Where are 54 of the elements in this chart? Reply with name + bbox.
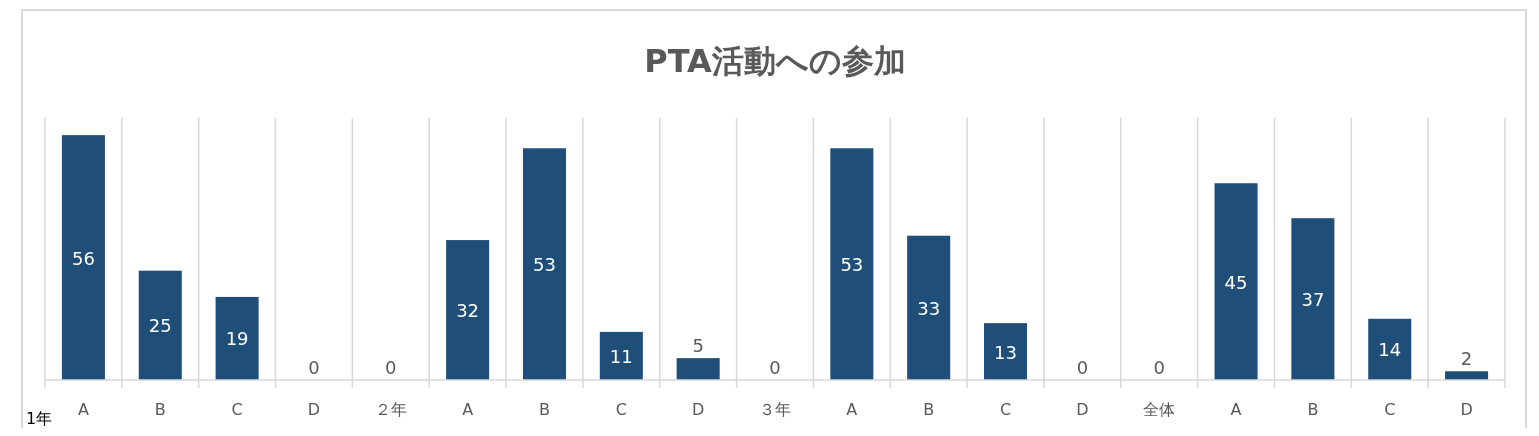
bar [984,323,1028,380]
bar [1368,318,1412,380]
bar [907,235,951,380]
bar [830,148,874,380]
bar [138,270,182,380]
x-tick-label: A [77,400,89,419]
bar [1445,371,1489,380]
x-tick-label: C [999,400,1012,419]
data-label: 5 [692,335,704,357]
bar [599,331,643,380]
data-label: 0 [1076,357,1089,378]
data-label: 53 [533,254,556,276]
data-label: 0 [769,357,781,378]
bar [1214,183,1258,380]
bar [676,358,720,380]
x-tick-label: B [923,400,935,419]
data-label: 56 [71,247,95,269]
text: 1年 [26,409,53,428]
bar [1291,218,1335,380]
bar [215,296,259,380]
x-tick-label: ３年 [759,400,791,419]
bar [61,135,105,380]
data-label: 0 [1153,357,1165,378]
data-label: 0 [308,357,320,378]
x-tick-label: D [307,400,321,419]
data-label: 32 [456,300,480,322]
data-label: 13 [994,341,1017,363]
data-label: 25 [148,315,172,337]
bar [522,148,566,380]
data-label: 37 [1301,289,1325,311]
data-label: 0 [385,357,397,378]
x-tick-label: D [1460,400,1473,419]
data-label: 53 [840,254,864,276]
data-label: 14 [1378,339,1402,361]
x-tick-label: 全体 [1143,400,1176,419]
x-tick-label: A [846,400,858,419]
data-label: 33 [917,297,941,319]
x-tick-label: B [154,400,166,419]
x-tick-label: B [538,400,550,419]
data-label: 45 [1224,271,1248,293]
x-tick-label: C [615,400,627,419]
x-tick-label: A [462,400,474,419]
x-tick-label: D [691,400,705,419]
data-label: 11 [609,345,633,367]
x-tick-label: ２年 [374,400,407,419]
x-tick-label: C [231,400,243,419]
data-label: 19 [225,328,249,350]
x-tick-label: C [1384,400,1396,419]
x-tick-label: B [1307,400,1319,419]
x-tick-label: D [1076,400,1089,419]
chart-title: PTA活動への参加 [644,42,906,80]
x-tick-label: A [1230,400,1242,419]
data-label: 2 [1460,348,1473,370]
bar [446,240,490,380]
